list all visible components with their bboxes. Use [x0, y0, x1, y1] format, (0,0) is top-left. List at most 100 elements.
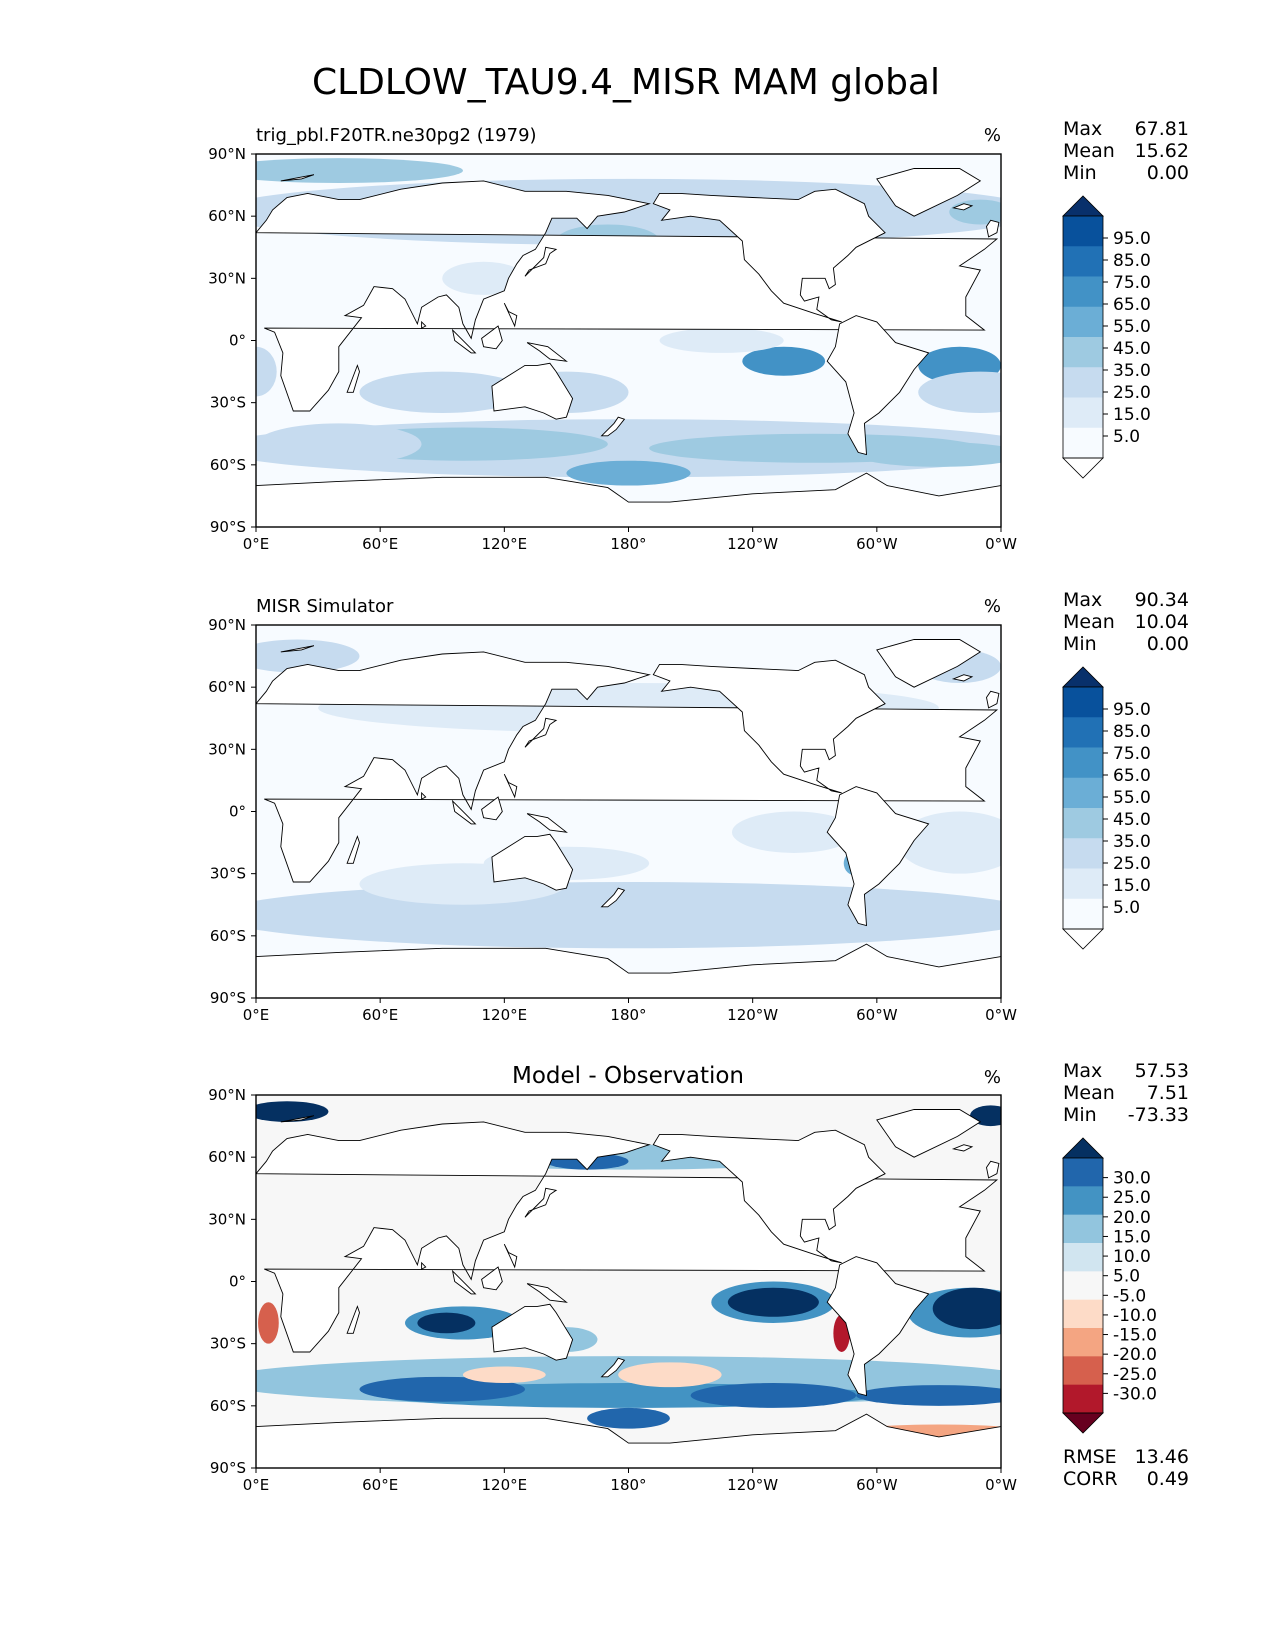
colorbar-tick-label: 55.0	[1113, 788, 1151, 808]
colorbar-segment	[1063, 898, 1103, 930]
panel-left-title: trig_pbl.F20TR.ne30pg2 (1979)	[256, 125, 537, 146]
landmass-sAmerica	[826, 1256, 930, 1397]
panel-difference: Model - Observation % 90°N 60°N 30°N 0° 30°S…	[208, 1060, 1189, 1494]
colorbar-tick-label: 25.0	[1113, 1188, 1151, 1208]
y-tick-label: 90°N	[208, 1086, 246, 1104]
field-cell	[659, 328, 784, 353]
panel-test: trig_pbl.F20TR.ne30pg2 (1979) % 90°N 60°N…	[208, 118, 1189, 553]
colorbar-segment	[1063, 1158, 1103, 1187]
colorbar-segment	[1063, 216, 1103, 247]
y-tick-label: 0°	[229, 1273, 246, 1291]
landmass-uk	[986, 219, 1000, 238]
colorbar-tick-label: -15.0	[1113, 1326, 1157, 1346]
colorbar-segment	[1063, 276, 1103, 308]
colorbar-tick-label: 5.0	[1113, 427, 1140, 447]
y-tick-label: 90°S	[210, 989, 246, 1007]
x-tick-label: 120°E	[482, 535, 528, 553]
x-tick-label: 60°W	[856, 1006, 898, 1024]
colorbar-tick-label: 85.0	[1113, 722, 1151, 742]
stat-label: Mean	[1063, 611, 1115, 633]
colorbar-tick-label: -25.0	[1113, 1365, 1157, 1385]
x-tick-label: 0°E	[243, 1476, 270, 1494]
landmass-australia	[491, 833, 574, 891]
landmass-australia	[491, 362, 574, 420]
stat-value: 7.51	[1147, 1082, 1189, 1104]
stat-value: 0.00	[1147, 633, 1189, 655]
field-cell	[256, 346, 277, 397]
colorbar-segment	[1063, 838, 1103, 869]
colorbar-tick-label: 55.0	[1113, 317, 1151, 337]
field-cell	[727, 1287, 819, 1317]
figure-title: CLDLOW_TAU9.4_MISR MAM global	[312, 62, 940, 103]
x-tick-label: 120°W	[727, 1006, 778, 1024]
field-cell	[256, 881, 1001, 949]
colorbar-tick-label: 15.0	[1113, 876, 1151, 896]
stat-value: -73.33	[1128, 1104, 1189, 1126]
colorbar-frame	[1062, 1157, 1104, 1414]
field-cell	[256, 1101, 329, 1122]
stat-value: 0.00	[1147, 162, 1189, 184]
colorbar-tick-label: 85.0	[1113, 251, 1151, 271]
stat-label: Min	[1063, 162, 1097, 184]
land-outlines	[256, 1109, 1001, 1468]
landmass-madagascar	[346, 1305, 360, 1334]
y-tick-label: 90°N	[208, 145, 246, 163]
colorbar-segment	[1063, 1328, 1103, 1357]
colorbar-tick-label: 20.0	[1113, 1208, 1151, 1228]
y-tick-label: 60°N	[208, 1148, 246, 1166]
field-cell	[856, 442, 1001, 467]
field-cell	[256, 639, 360, 673]
x-tick-label: 0°W	[985, 1006, 1017, 1024]
x-axis: 0°E 60°E 120°E 180° 120°W 60°W 0°W	[243, 998, 1017, 1024]
colorbar-tick-label: 25.0	[1113, 854, 1151, 874]
landmass-newguinea	[526, 813, 568, 833]
stat-value: 57.53	[1135, 1060, 1189, 1082]
colorbar-tick-label: 15.0	[1113, 1227, 1151, 1247]
landmass-sumatra	[451, 1269, 477, 1295]
landmass-borneo	[481, 796, 503, 821]
panel-left-title: MISR Simulator	[256, 596, 394, 617]
colorbar-tick-label: 75.0	[1113, 744, 1151, 764]
colorbar-segment	[1063, 1214, 1103, 1244]
colorbar-tick-label: 25.0	[1113, 383, 1151, 403]
landmass-iceland	[951, 1144, 974, 1152]
landmass-greenland	[876, 168, 982, 217]
colorbar-tick-label: 5.0	[1113, 898, 1140, 918]
y-tick-label: 60°N	[208, 678, 246, 696]
y-tick-label: 90°S	[210, 1459, 246, 1477]
landmass-nAmerica	[652, 188, 886, 323]
stat-value: 10.04	[1135, 611, 1189, 633]
y-tick-label: 30°S	[210, 865, 246, 883]
landmass-sumatra	[451, 799, 477, 825]
x-tick-label: 0°E	[243, 535, 270, 553]
field-cell	[731, 811, 857, 853]
colorbar-extend-bottom	[1062, 1412, 1104, 1434]
colorbar-segment	[1063, 808, 1103, 839]
colorbar-segment	[1063, 337, 1103, 368]
colorbar-segment	[1063, 1384, 1103, 1414]
field-cell	[359, 1376, 526, 1402]
field-cell	[949, 199, 1001, 225]
landmass-nz	[600, 1357, 626, 1378]
landmass-newguinea	[526, 1283, 568, 1303]
x-tick-label: 120°E	[482, 1476, 528, 1494]
landmass-borneo	[481, 325, 503, 350]
field-cell	[932, 1287, 1001, 1330]
colorbar-segment	[1063, 1186, 1103, 1216]
landmass-svalbard	[280, 1115, 315, 1123]
landmass-madagascar	[346, 364, 360, 393]
field-cell	[359, 371, 526, 414]
landmass-sAmerica	[826, 315, 930, 456]
y-tick-label: 0°	[229, 803, 246, 821]
landmass-borneo	[481, 1266, 503, 1291]
stat-label: Max	[1063, 1060, 1102, 1082]
colorbar-segment	[1063, 1299, 1103, 1329]
stat-label: Max	[1063, 589, 1102, 611]
stats: Max 57.53 Mean 7.51 Min -73.33	[1063, 1060, 1189, 1126]
colorbar-tick-label: -30.0	[1113, 1384, 1157, 1404]
colorbar-tick-label: -10.0	[1113, 1306, 1157, 1326]
colorbar-tick-label: 95.0	[1113, 700, 1151, 720]
y-tick-label: 0°	[229, 332, 246, 350]
field-cell	[258, 1302, 279, 1344]
